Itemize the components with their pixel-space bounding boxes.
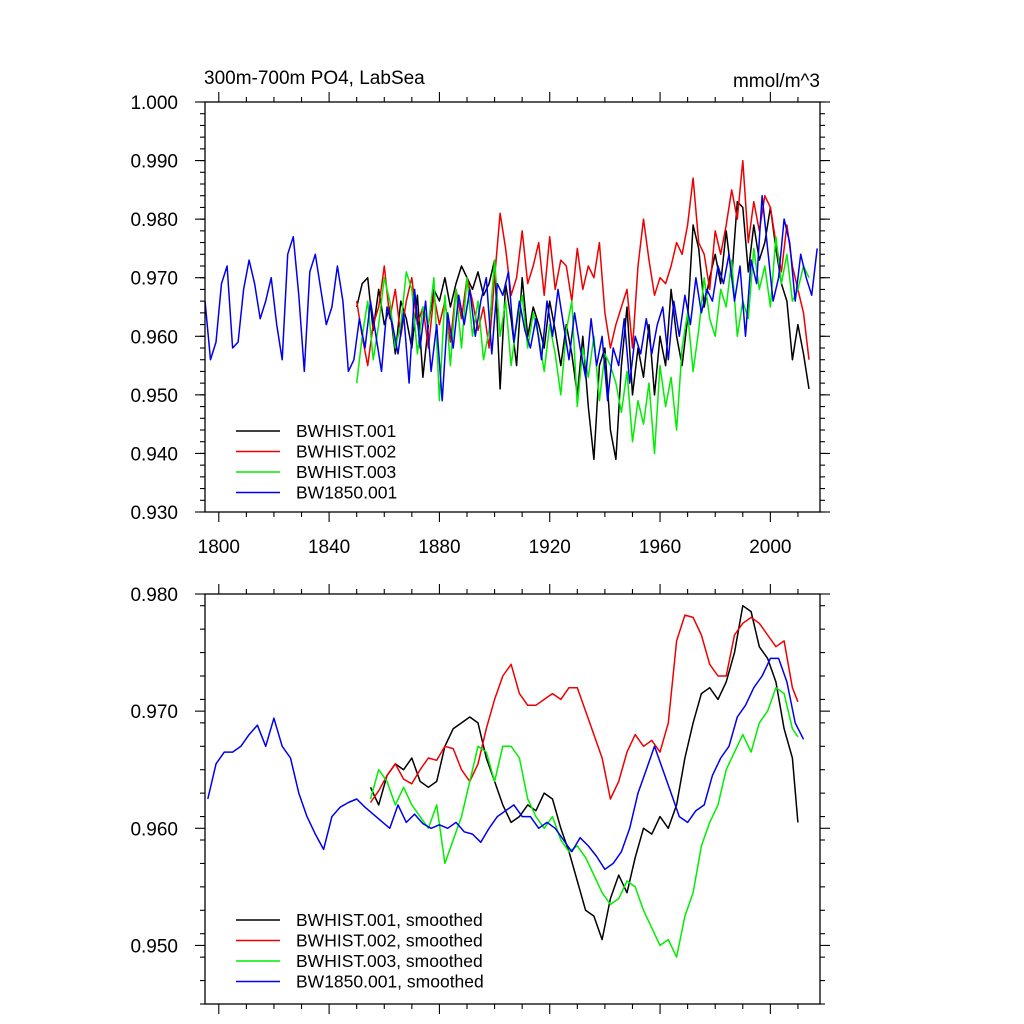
legend-label: BWHIST.001, smoothed <box>296 910 483 930</box>
y-tick-label: 0.980 <box>130 210 178 231</box>
series-line-bw1850-001 <box>204 194 818 402</box>
bottom-series-group <box>207 604 805 958</box>
y-tick-label: 0.950 <box>130 386 178 407</box>
top-series-group <box>204 159 818 461</box>
series-line-bw1850-001-smoothed <box>207 657 805 871</box>
legend-label: BW1850.001, smoothed <box>296 972 484 992</box>
legend-label: BW1850.001 <box>296 483 397 503</box>
x-tick-label: 1880 <box>418 537 460 558</box>
y-tick-label: 0.960 <box>130 327 178 348</box>
x-tick-label: 1840 <box>308 537 350 558</box>
legend-label: BWHIST.001 <box>296 421 396 441</box>
bottom-panel: 0.950 0.960 0.970 0.980 BWHIST.001, smoothe… <box>130 584 830 1014</box>
y-tick-label: 0.990 <box>130 152 178 173</box>
y-tick-label: 0.950 <box>130 936 178 957</box>
series-line-bwhist-002 <box>355 159 810 367</box>
x-tick-label: 2000 <box>749 537 791 558</box>
legend-label: BWHIST.002, smoothed <box>296 931 483 951</box>
series-line-bwhist-001-smoothed <box>369 604 799 941</box>
y-tick-label: 0.970 <box>130 269 178 290</box>
series-line-bwhist-003 <box>355 235 810 455</box>
series-line-bwhist-002-smoothed <box>369 614 799 803</box>
bottom-axis-ticks: 0.950 0.960 0.970 0.980 <box>130 584 830 1014</box>
top-axis-ticks: 1800 1840 1880 1920 1960 2000 0.930 0.940 0.950 0… <box>130 92 830 558</box>
top-chart-title: 300m-700m PO4, LabSea <box>204 68 425 89</box>
y-tick-label: 0.940 <box>130 444 178 465</box>
top-panel: 300m-700m PO4, LabSea mmol/m^3 1800 1840 1… <box>130 68 830 558</box>
x-tick-label: 1960 <box>639 537 681 558</box>
series-line-bwhist-001 <box>355 200 810 461</box>
y-tick-label: 0.970 <box>130 702 178 723</box>
x-tick-label: 1920 <box>529 537 571 558</box>
top-chart-units: mmol/m^3 <box>733 71 820 92</box>
legend-label: BWHIST.003 <box>296 462 396 482</box>
legend-label: BWHIST.002 <box>296 442 396 462</box>
y-tick-label: 0.980 <box>130 585 178 606</box>
series-line-bwhist-003-smoothed <box>369 686 799 958</box>
x-tick-label: 1800 <box>198 537 240 558</box>
top-plot-frame <box>204 101 821 513</box>
y-tick-label: 0.930 <box>130 503 178 524</box>
legend-label: BWHIST.003, smoothed <box>296 951 483 971</box>
bottom-plot-frame <box>204 593 821 1005</box>
y-tick-label: 0.960 <box>130 819 178 840</box>
y-tick-label: 1.000 <box>130 93 178 114</box>
